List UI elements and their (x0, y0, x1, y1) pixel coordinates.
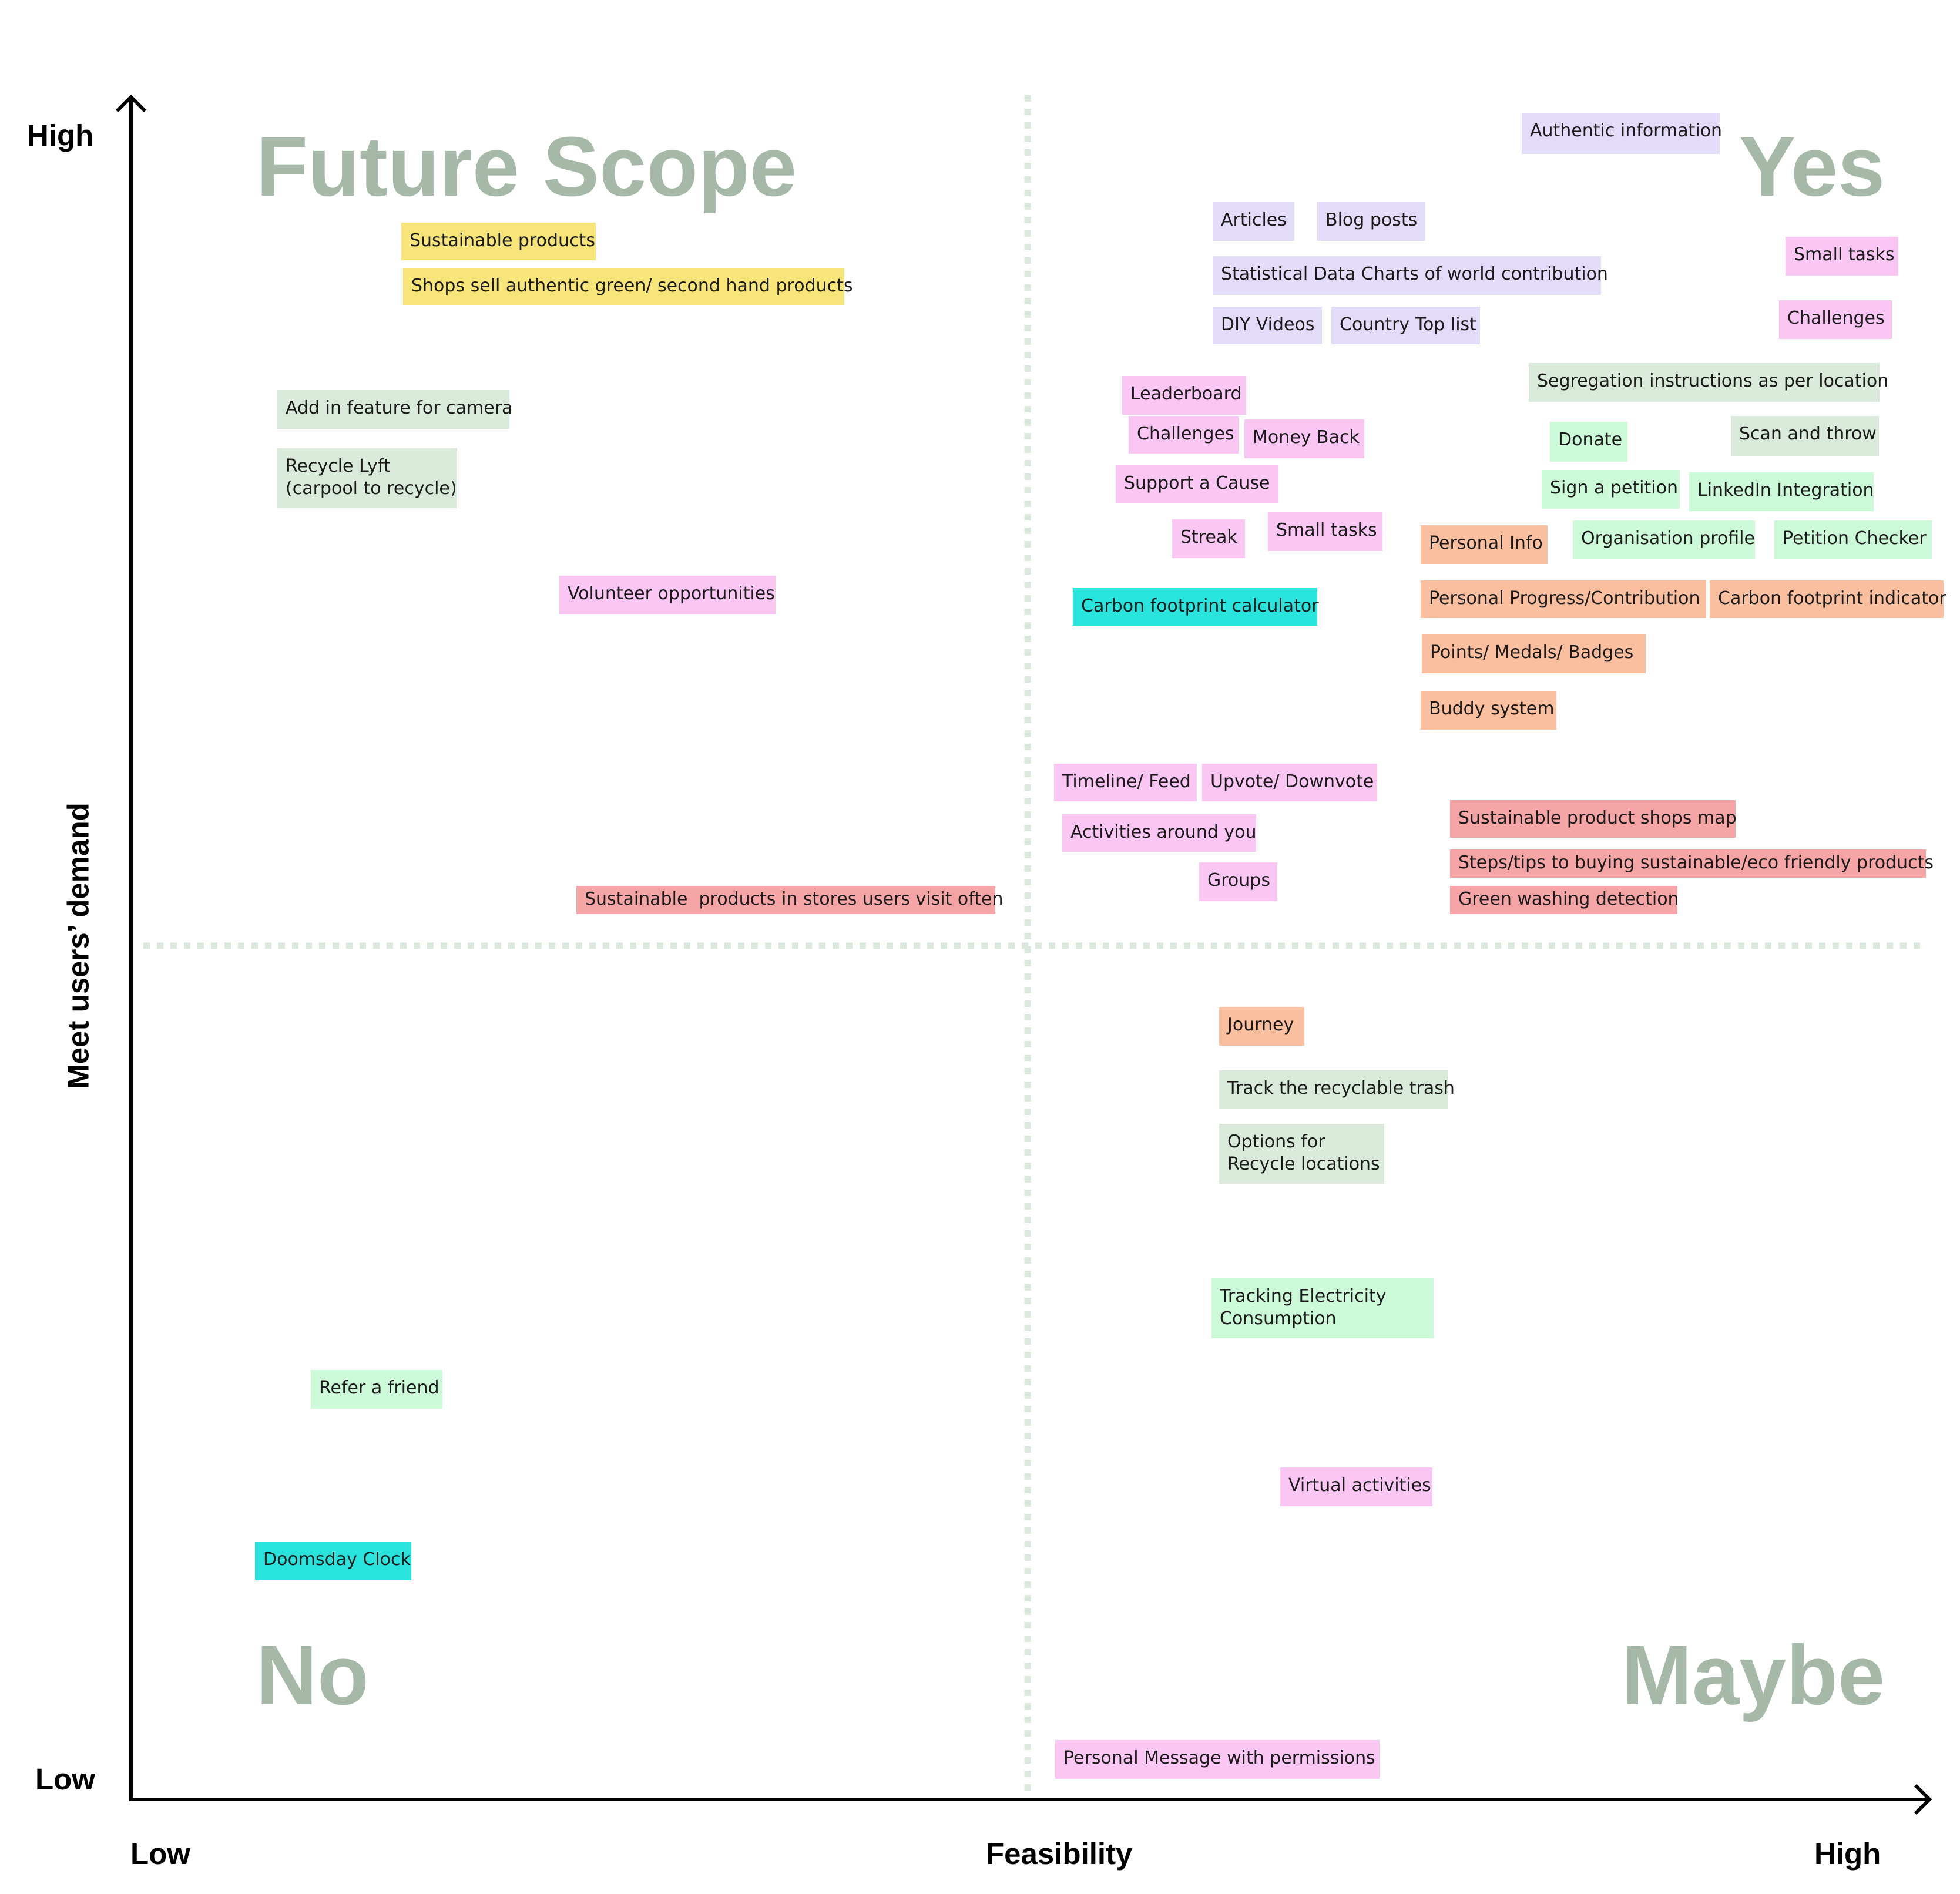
sticky-note[interactable]: Donate (1550, 422, 1627, 462)
sticky-note[interactable]: DIY Videos (1213, 307, 1322, 344)
sticky-note[interactable]: Recycle Lyft (carpool to recycle) (277, 448, 457, 508)
sticky-note[interactable]: Volunteer opportunities (559, 576, 776, 614)
sticky-note[interactable]: Points/ Medals/ Badges (1422, 634, 1646, 673)
x-axis-low-label: Low (130, 1837, 190, 1871)
sticky-note[interactable]: Refer a friend (311, 1370, 442, 1409)
sticky-note[interactable]: Statistical Data Charts of world contrib… (1213, 256, 1608, 295)
sticky-note[interactable]: Articles (1213, 202, 1294, 241)
sticky-note[interactable]: Personal Info (1421, 525, 1548, 564)
sticky-note[interactable]: Support a Cause (1116, 465, 1278, 503)
sticky-note[interactable]: Carbon footprint calculator (1073, 588, 1319, 626)
quadrant-yes-label: Yes (1739, 119, 1885, 214)
sticky-note[interactable]: Activities around you (1062, 814, 1257, 852)
sticky-note[interactable]: Authentic information (1522, 113, 1722, 154)
sticky-note[interactable]: Groups (1199, 862, 1277, 901)
sticky-note[interactable]: Organisation profile (1573, 520, 1755, 559)
sticky-note[interactable]: Buddy system (1421, 691, 1556, 730)
sticky-note[interactable]: Challenges (1779, 300, 1892, 339)
sticky-note[interactable]: LinkedIn Integration (1689, 472, 1874, 511)
sticky-note[interactable]: Virtual activities (1280, 1467, 1432, 1506)
sticky-note[interactable]: Shops sell authentic green/ second hand … (403, 268, 853, 305)
sticky-note[interactable]: Journey (1219, 1007, 1304, 1046)
y-axis-title: Meet users’ demand (61, 802, 95, 1089)
sticky-note[interactable]: Sustainable products in stores users vis… (576, 886, 1004, 914)
sticky-note[interactable]: Tracking Electricity Consumption (1211, 1278, 1434, 1338)
sticky-note[interactable]: Carbon footprint indicator (1710, 580, 1946, 618)
sticky-note[interactable]: Doomsday Clock (255, 1542, 411, 1580)
sticky-note[interactable]: Petition Checker (1774, 520, 1932, 559)
x-axis-title: Feasibility (986, 1837, 1133, 1871)
sticky-note[interactable]: Country Top list (1331, 307, 1480, 344)
sticky-note[interactable]: Personal Message with permissions (1055, 1740, 1380, 1779)
sticky-note[interactable]: Segregation instructions as per location (1529, 363, 1888, 402)
sticky-note[interactable]: Small tasks (1786, 237, 1898, 276)
sticky-note[interactable]: Money Back (1244, 419, 1364, 458)
sticky-note[interactable]: Sustainable product shops map (1450, 800, 1737, 838)
y-axis-high-label: High (27, 119, 94, 152)
y-axis-arrow-icon (115, 94, 147, 113)
sticky-note[interactable]: Track the recyclable trash (1219, 1070, 1455, 1109)
sticky-note[interactable]: Blog posts (1317, 202, 1425, 241)
quadrant-future-scope-label: Future Scope (256, 119, 797, 214)
x-axis-high-label: High (1814, 1837, 1881, 1871)
sticky-note[interactable]: Sustainable products (401, 223, 596, 260)
sticky-note[interactable]: Scan and throw (1731, 416, 1879, 456)
sticky-note[interactable]: Options for Recycle locations (1219, 1124, 1384, 1184)
sticky-note[interactable]: Challenges (1129, 416, 1239, 454)
quadrant-maybe-label: Maybe (1622, 1628, 1885, 1722)
sticky-note[interactable]: Add in feature for camera (277, 390, 512, 429)
sticky-note[interactable]: Upvote/ Downvote (1202, 764, 1377, 801)
sticky-note[interactable]: Streak (1172, 519, 1245, 558)
sticky-note[interactable]: Sign a petition (1542, 470, 1680, 509)
sticky-note[interactable]: Timeline/ Feed (1054, 764, 1197, 801)
sticky-note[interactable]: Steps/tips to buying sustainable/eco fri… (1450, 849, 1934, 878)
sticky-note[interactable]: Leaderboard (1122, 376, 1246, 415)
sticky-note[interactable]: Personal Progress/Contribution (1421, 580, 1706, 618)
quadrant-no-label: No (256, 1628, 369, 1722)
y-axis-low-label: Low (35, 1762, 95, 1796)
x-axis-arrow-icon (1914, 1784, 1932, 1815)
sticky-note[interactable]: Small tasks (1268, 512, 1382, 551)
sticky-note[interactable]: Green washing detection (1450, 886, 1679, 914)
